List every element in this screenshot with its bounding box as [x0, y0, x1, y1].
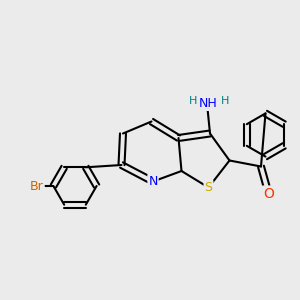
- Text: H: H: [188, 95, 197, 106]
- Text: O: O: [263, 187, 274, 200]
- Text: N: N: [148, 175, 158, 188]
- Text: H: H: [221, 95, 229, 106]
- Text: Br: Br: [30, 179, 44, 193]
- Text: S: S: [205, 181, 212, 194]
- Text: NH: NH: [199, 97, 218, 110]
